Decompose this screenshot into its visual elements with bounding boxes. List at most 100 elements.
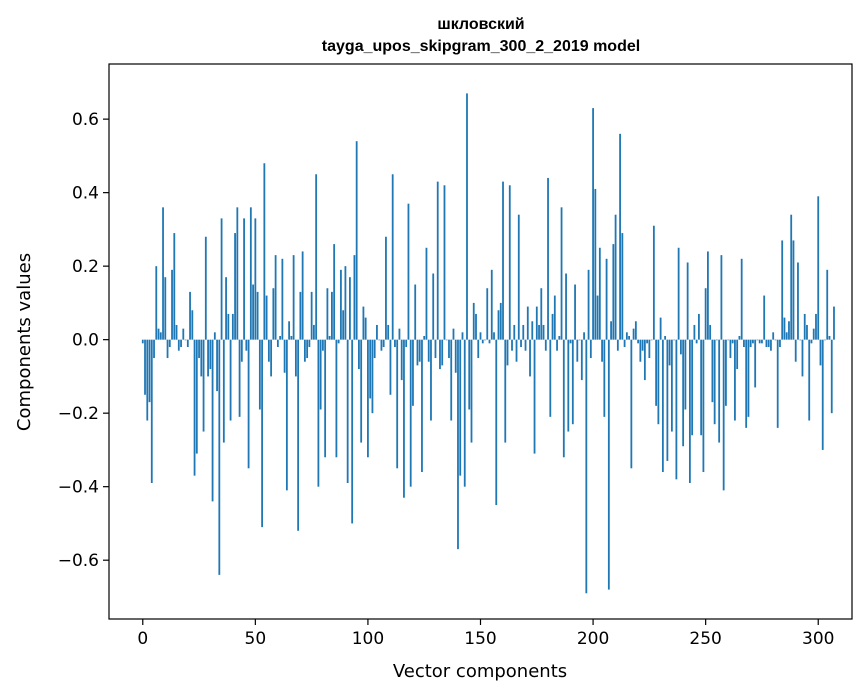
- bar-225: [648, 339, 651, 359]
- bar-23: [193, 339, 196, 476]
- bar-24: [195, 339, 198, 454]
- bar-125: [423, 335, 426, 340]
- x-tick-label: 0: [137, 629, 148, 649]
- bar-152: [484, 339, 486, 341]
- bar-16: [177, 339, 180, 351]
- bar-222: [641, 339, 644, 351]
- bar-171: [526, 306, 529, 340]
- bar-35: [220, 218, 223, 340]
- bar-237: [675, 339, 678, 480]
- bar-145: [468, 339, 471, 410]
- bar-52: [258, 339, 261, 410]
- bar-169: [522, 324, 525, 340]
- bar-216: [628, 335, 630, 340]
- bar-3: [148, 339, 151, 403]
- bar-267: [743, 339, 745, 348]
- bar-95: [355, 141, 358, 340]
- bar-34: [218, 339, 221, 575]
- bar-83: [328, 335, 331, 340]
- bar-78: [317, 339, 320, 487]
- bar-85: [333, 244, 336, 340]
- bar-175: [535, 306, 538, 340]
- bar-109: [387, 324, 390, 340]
- bar-208: [610, 321, 612, 340]
- bar-105: [378, 339, 381, 341]
- bar-203: [598, 247, 601, 340]
- bar-58: [272, 288, 275, 340]
- bar-258: [722, 339, 725, 491]
- bar-234: [668, 339, 671, 366]
- bar-75: [310, 291, 313, 340]
- bar-87: [337, 339, 340, 344]
- bar-180: [547, 177, 549, 340]
- bar-117: [405, 339, 408, 348]
- bar-1: [144, 339, 146, 395]
- plot-frame: [108, 63, 853, 620]
- bar-300: [817, 196, 820, 340]
- bar-283: [779, 339, 781, 348]
- bar-218: [632, 328, 635, 340]
- bar-116: [403, 339, 405, 498]
- bar-212: [619, 133, 621, 340]
- bar-280: [772, 332, 775, 340]
- bar-229: [657, 339, 660, 425]
- bar-257: [720, 255, 723, 340]
- y-axis: −0.6 −0.4 −0.2 0.0 0.2 0.4 0.6: [58, 110, 109, 571]
- bar-206: [605, 258, 608, 340]
- bar-181: [549, 339, 552, 417]
- bar-199: [589, 339, 592, 359]
- bar-118: [407, 203, 410, 340]
- bar-209: [612, 244, 615, 340]
- bar-278: [767, 339, 770, 348]
- bar-68: [294, 339, 297, 377]
- bar-150: [479, 332, 482, 340]
- bar-205: [603, 339, 606, 417]
- bar-112: [394, 339, 396, 348]
- bar-276: [763, 295, 766, 340]
- bar-179: [544, 339, 547, 351]
- bar-61: [279, 335, 282, 340]
- bar-177: [540, 288, 543, 340]
- bar-178: [542, 324, 545, 340]
- bar-164: [511, 339, 513, 351]
- bar-32: [213, 332, 216, 340]
- bar-223: [643, 339, 646, 381]
- bar-65: [288, 321, 291, 340]
- bar-174: [533, 339, 536, 454]
- bar-144: [466, 93, 468, 340]
- bar-6: [155, 266, 158, 340]
- bar-215: [625, 332, 628, 340]
- bar-128: [430, 339, 432, 421]
- bar-129: [432, 273, 435, 340]
- bar-88: [340, 269, 342, 340]
- bar-260: [727, 339, 730, 341]
- bar-106: [380, 339, 383, 351]
- bar-282: [776, 339, 779, 428]
- bar-272: [754, 339, 757, 388]
- bar-11: [166, 339, 169, 359]
- bar-104: [376, 324, 378, 340]
- y-tick-label: −0.4: [58, 478, 99, 498]
- bar-187: [562, 339, 565, 458]
- bar-0: [141, 339, 144, 344]
- bar-242: [686, 262, 689, 340]
- bar-291: [797, 262, 799, 340]
- y-tick-label: −0.2: [58, 404, 99, 424]
- y-tick-label: 0.0: [72, 331, 99, 351]
- bar-277: [765, 339, 768, 348]
- bar-39: [229, 339, 232, 421]
- bar-29: [207, 339, 209, 377]
- bar-263: [734, 339, 736, 421]
- bar-28: [204, 236, 207, 340]
- bar-163: [508, 185, 511, 340]
- bar-31: [211, 339, 214, 502]
- bar-241: [684, 339, 687, 410]
- bar-245: [693, 324, 696, 340]
- bar-200: [592, 108, 594, 340]
- bar-264: [736, 339, 739, 370]
- bar-110: [389, 339, 392, 395]
- x-tick-label: 250: [689, 629, 721, 649]
- bar-137: [450, 339, 453, 421]
- bar-168: [520, 339, 522, 348]
